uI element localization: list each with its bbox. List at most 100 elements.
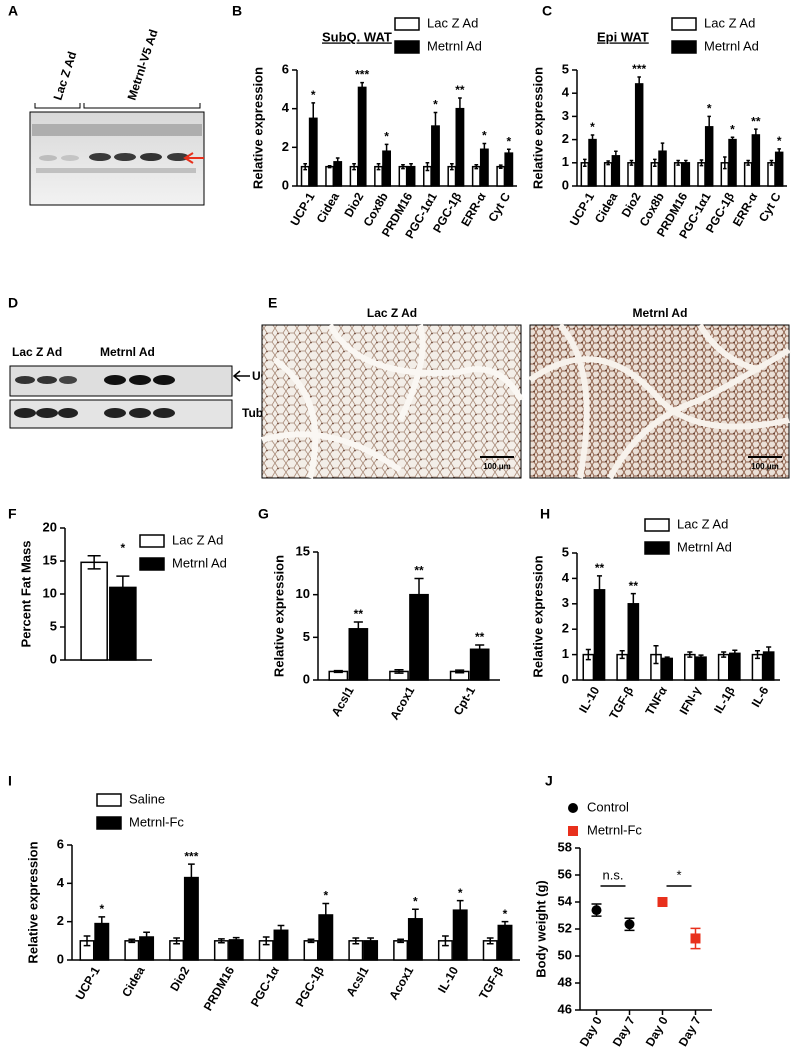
x-tick-label: IL-6 — [749, 684, 772, 710]
legend-swatch — [394, 17, 420, 31]
y-tick-label: 54 — [558, 893, 573, 908]
error-bar — [732, 649, 738, 658]
legend-label: Lac Z Ad — [677, 516, 728, 531]
bar — [471, 165, 481, 187]
panel-letter: G — [258, 506, 269, 522]
y-tick-label: 10 — [43, 585, 57, 600]
error-bar — [98, 916, 106, 932]
bar — [603, 162, 613, 187]
significance-label: * — [384, 130, 389, 144]
error-bar — [653, 644, 659, 665]
error-bar — [333, 669, 343, 674]
error-bar — [303, 163, 308, 171]
legend-swatch — [139, 534, 165, 548]
bar — [124, 940, 140, 961]
error-bar — [585, 648, 591, 661]
y-tick-label: 5 — [50, 618, 57, 633]
error-bar — [475, 644, 485, 655]
error-bar — [766, 646, 772, 658]
error-bar — [394, 669, 404, 674]
error-bar — [442, 935, 449, 947]
y-axis-label: Percent Fat Mass — [18, 541, 33, 648]
x-tick-label: UCP-1 — [287, 190, 317, 228]
lane-label: Lac Z Ad — [12, 345, 62, 359]
bar — [695, 656, 707, 681]
error-bar — [630, 592, 636, 615]
significance-label: * — [506, 134, 511, 148]
error-bar — [596, 575, 603, 605]
y-tick-label: 4 — [562, 570, 570, 585]
y-tick-label: 1 — [562, 154, 569, 169]
y-tick-label: 4 — [562, 85, 570, 100]
error-bar — [360, 81, 364, 93]
y-tick-label: 48 — [558, 974, 572, 989]
x-tick-label: Cidea — [119, 964, 148, 1000]
error-bar — [498, 164, 503, 169]
y-tick-label: 2 — [57, 913, 64, 928]
error-bar — [353, 621, 363, 637]
x-tick-label: Acsl1 — [343, 964, 371, 999]
significance-label: * — [458, 886, 463, 900]
error-bar — [698, 654, 704, 660]
point — [568, 826, 578, 836]
error-bar — [721, 651, 727, 658]
y-tick-label: 0 — [562, 671, 569, 686]
y-tick-label: 10 — [296, 586, 310, 601]
bar — [325, 165, 335, 187]
panel-letter: F — [8, 506, 17, 522]
lane-bracket — [34, 103, 201, 109]
error-bar — [401, 163, 405, 170]
y-tick-label: 56 — [558, 866, 572, 881]
bar — [496, 165, 506, 187]
chart-title: SubQ. WAT — [322, 29, 392, 44]
error-bar — [723, 156, 727, 170]
error-bar — [746, 159, 750, 166]
x-tick-label: TNFα — [642, 684, 670, 718]
chart-title: Epi WAT — [597, 29, 649, 44]
bar — [398, 165, 408, 187]
y-axis-label: Relative expression — [530, 555, 545, 677]
significance-label: * — [433, 98, 438, 112]
significance-label: ** — [455, 83, 465, 97]
point — [657, 897, 668, 907]
bar — [673, 162, 683, 187]
micrograph — [528, 323, 791, 480]
error-bar — [687, 651, 693, 658]
scale-bar-label: 100 μm — [751, 462, 779, 471]
significance-label: *** — [355, 68, 369, 82]
error-bar — [676, 159, 680, 166]
y-tick-label: 0 — [562, 177, 569, 192]
legend-label: Metrnl-Fc — [587, 822, 642, 837]
error-bar — [482, 142, 487, 156]
panel-letter: H — [540, 506, 550, 522]
point — [591, 905, 602, 916]
error-bar — [143, 931, 150, 943]
error-bar — [425, 162, 430, 172]
bar — [743, 162, 753, 187]
y-tick-label: 3 — [562, 595, 569, 610]
significance-label: ** — [629, 579, 639, 593]
error-bar — [653, 158, 657, 168]
y-tick-label: 52 — [558, 920, 572, 935]
x-tick-label: UCP-1 — [567, 190, 597, 228]
error-bar — [619, 650, 625, 660]
y-axis-label: Relative expression — [530, 67, 545, 189]
bar — [634, 83, 644, 187]
error-bar — [583, 158, 587, 168]
panel-letter: A — [8, 3, 18, 19]
panel-letter: E — [268, 295, 277, 311]
y-tick-label: 0 — [282, 177, 289, 192]
error-bar — [352, 163, 356, 171]
y-tick-label: 2 — [282, 139, 289, 154]
error-bar — [116, 575, 130, 600]
error-bar — [450, 163, 454, 171]
error-bar — [590, 134, 595, 145]
y-tick-label: 6 — [282, 61, 289, 76]
x-tick-label: PGC-1β — [293, 964, 327, 1009]
bar — [627, 162, 636, 187]
significance-label: * — [590, 120, 595, 134]
significance-label: * — [413, 894, 418, 908]
y-tick-label: 0 — [50, 651, 57, 666]
legend-swatch — [671, 17, 697, 31]
annotation: n.s. — [603, 867, 624, 882]
